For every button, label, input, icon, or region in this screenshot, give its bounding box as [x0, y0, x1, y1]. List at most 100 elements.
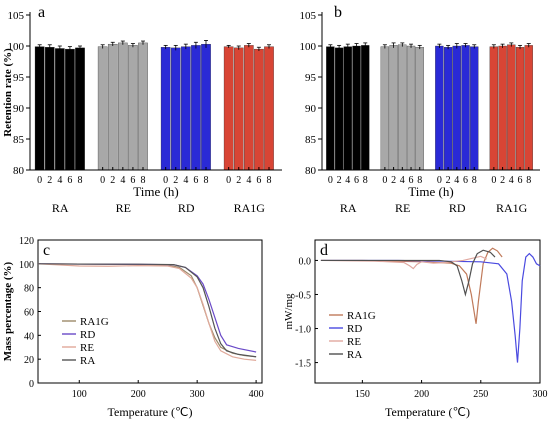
bar	[65, 48, 75, 171]
x-tick-label: 0	[491, 175, 496, 186]
bar	[326, 46, 335, 171]
x-tick-label: 4	[183, 175, 188, 186]
y-tick-label: 0.0	[299, 256, 312, 267]
bar	[489, 46, 499, 171]
bar	[452, 45, 461, 171]
legend-label: RA	[80, 355, 95, 367]
bar	[233, 47, 244, 171]
x-tick-label: 200	[131, 389, 146, 400]
bar	[138, 42, 148, 171]
panel-label: a	[38, 4, 45, 21]
y-tick-label: 105	[8, 10, 25, 22]
x-tick-label: 6	[256, 175, 261, 186]
y-tick-label: 20	[24, 355, 34, 366]
bar	[181, 46, 191, 171]
x-tick-label: 8	[526, 175, 531, 186]
x-tick-label: 2	[47, 175, 52, 186]
bar	[352, 45, 361, 171]
bar	[34, 46, 45, 171]
x-tick-label: 2	[446, 175, 451, 186]
panel-label: d	[320, 242, 328, 259]
y-tick-label: 120	[19, 236, 34, 247]
x-tick-label: 8	[203, 175, 208, 186]
x-axis-label: Temperature (℃)	[385, 405, 470, 419]
y-tick-label: 100	[8, 41, 25, 53]
bar	[398, 44, 407, 171]
group-label: RE	[395, 201, 410, 215]
bar	[461, 45, 470, 171]
y-tick-label: -1.5	[295, 359, 311, 370]
plot-frame	[314, 239, 541, 384]
x-tick-label: 4	[345, 175, 350, 186]
bar	[498, 45, 507, 171]
x-tick-label: 6	[193, 175, 198, 186]
x-tick-label: 8	[266, 175, 271, 186]
y-tick-label: -1.0	[295, 325, 311, 336]
x-tick-label: 300	[190, 389, 205, 400]
y-tick-label: 90	[305, 103, 317, 115]
y-tick-label: 80	[13, 165, 25, 177]
x-tick-label: 6	[67, 175, 72, 186]
x-tick-label: 2	[391, 175, 396, 186]
bar	[75, 47, 85, 171]
legend-label: RA1G	[347, 310, 376, 322]
x-tick-label: 2	[110, 175, 115, 186]
bar	[443, 47, 453, 171]
x-tick-label: 4	[246, 175, 251, 186]
x-tick-label: 8	[140, 175, 145, 186]
x-tick-label: 6	[463, 175, 468, 186]
y-tick-label: 60	[24, 308, 34, 319]
x-tick-label: 400	[249, 389, 264, 400]
y-tick-label: 95	[13, 72, 25, 84]
x-tick-label: 0	[100, 175, 105, 186]
panel-label: b	[334, 4, 342, 21]
x-tick-label: 300	[533, 389, 548, 400]
group-label: RE	[116, 201, 131, 215]
x-tick-label: 250	[473, 389, 488, 400]
y-tick-label: 85	[305, 134, 317, 146]
y-tick-label: 95	[305, 72, 317, 84]
bar	[128, 45, 138, 171]
bar	[118, 42, 128, 171]
legend-label: RA	[347, 349, 362, 361]
x-tick-label: 2	[236, 175, 241, 186]
legend-label: RE	[347, 336, 361, 348]
bar	[380, 46, 390, 171]
y-tick-label: 100	[300, 41, 317, 53]
bar	[244, 45, 254, 171]
bar	[191, 45, 201, 171]
bar	[435, 45, 444, 171]
x-tick-label: 8	[77, 175, 82, 186]
x-tick-label: 2	[173, 175, 178, 186]
x-tick-label: 2	[337, 175, 342, 186]
series-line-ra	[37, 263, 257, 358]
y-axis-label: Retention rate (%)	[2, 48, 14, 137]
x-tick-label: 4	[454, 175, 459, 186]
bar	[415, 47, 424, 171]
group-label: RA	[340, 201, 357, 215]
y-tick-label: 100	[19, 260, 34, 271]
series-line-re	[37, 263, 257, 361]
bar	[389, 45, 398, 171]
x-tick-label: 4	[400, 175, 405, 186]
bar	[264, 46, 274, 171]
bar	[55, 48, 65, 171]
legend-label: RD	[80, 329, 95, 341]
bar	[406, 45, 416, 171]
y-axis-label: mW/mg	[283, 293, 295, 330]
plot-frame	[37, 239, 263, 384]
legend-label: RA1G	[80, 316, 109, 328]
x-tick-label: 8	[472, 175, 477, 186]
series-line-ra	[320, 249, 496, 297]
x-tick-label: 6	[518, 175, 523, 186]
bar	[97, 46, 108, 171]
bar	[361, 45, 370, 171]
x-tick-label: 4	[120, 175, 125, 186]
x-tick-label: 6	[354, 175, 359, 186]
y-tick-label: 40	[24, 331, 34, 342]
x-tick-label: 8	[363, 175, 368, 186]
